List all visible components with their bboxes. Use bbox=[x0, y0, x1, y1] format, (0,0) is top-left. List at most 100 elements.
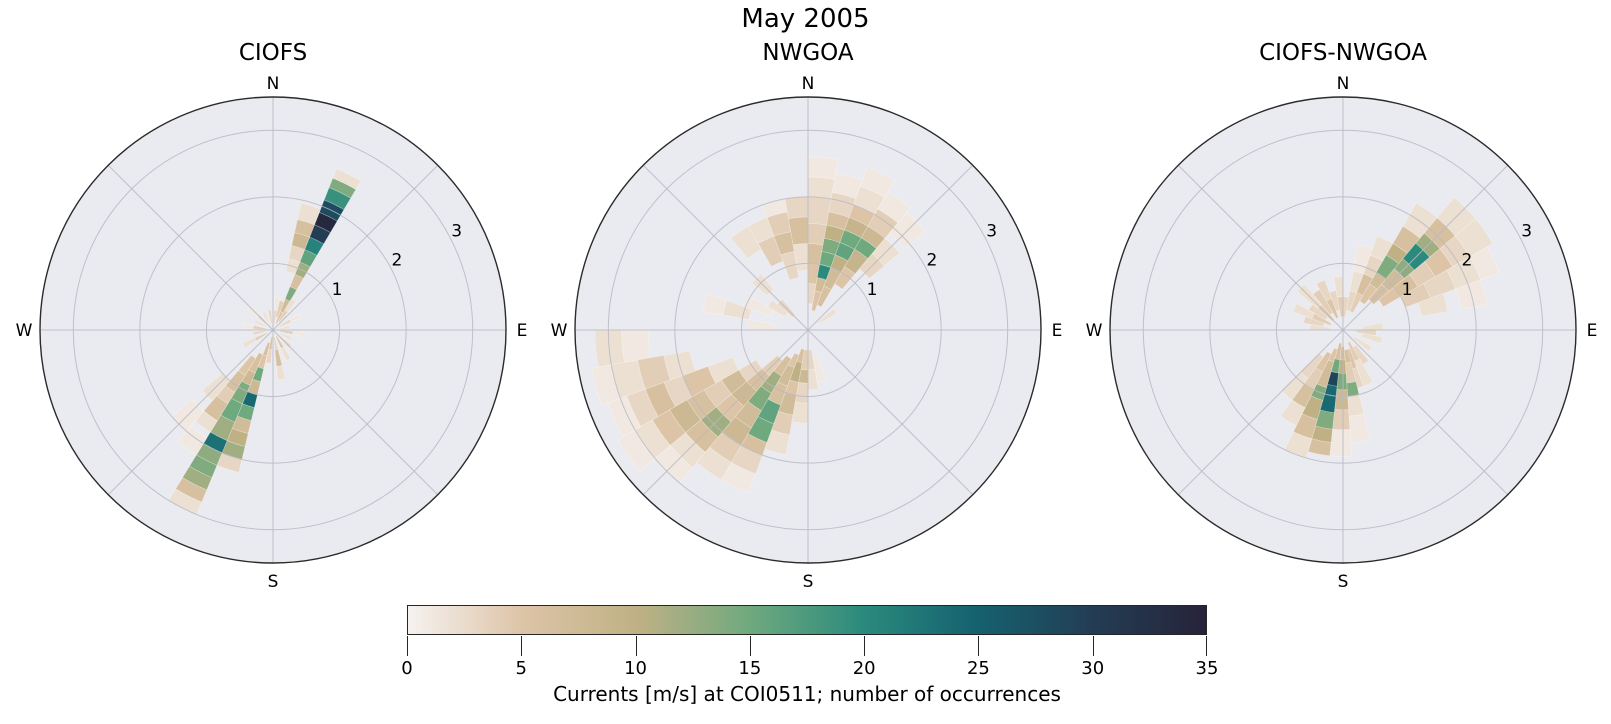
rose-cell bbox=[237, 354, 257, 376]
rose-cell bbox=[738, 359, 763, 382]
radial-tick-label: 2 bbox=[926, 251, 937, 271]
rose-cell bbox=[274, 348, 283, 367]
rose-cell bbox=[784, 196, 809, 219]
compass-label-west: W bbox=[16, 321, 33, 341]
rose-cell bbox=[278, 332, 292, 341]
plot-title-nwgoa: NWGOA bbox=[762, 40, 854, 66]
rose-cell bbox=[1392, 225, 1421, 254]
rose-cell bbox=[248, 352, 264, 374]
rose-cell bbox=[284, 298, 297, 313]
rose-cell bbox=[1423, 269, 1456, 299]
rose-cell bbox=[844, 248, 869, 275]
rose-cell bbox=[1328, 290, 1340, 312]
rose-cell bbox=[814, 277, 827, 293]
rose-cells bbox=[1279, 196, 1500, 459]
rose-cell bbox=[1332, 409, 1351, 431]
rose-cell bbox=[1329, 428, 1353, 457]
rose-cell bbox=[811, 290, 823, 312]
compass-label-north: N bbox=[1337, 74, 1350, 94]
grid-spoke bbox=[807, 164, 974, 331]
rose-cell bbox=[276, 365, 286, 381]
figure-title: May 2005 bbox=[741, 4, 870, 34]
rose-cell bbox=[730, 225, 762, 260]
rose-cell bbox=[787, 352, 800, 368]
rose-cell bbox=[309, 224, 331, 245]
radial-tick-label: 1 bbox=[1402, 280, 1413, 300]
rose-cell bbox=[594, 329, 625, 368]
polar-plot-ciofs: CIOFS 1 2 3 N E S W bbox=[13, 38, 533, 598]
rose-cell bbox=[703, 379, 732, 408]
polar-plot-ciofs-nwgoa: CIOFS-NWGOA 1 2 3 N E S W bbox=[1083, 38, 1603, 598]
compass-label-south: S bbox=[1338, 572, 1349, 588]
rose-cell bbox=[254, 332, 268, 342]
rose-cell bbox=[1359, 283, 1378, 305]
colorbar-tick-label: 0 bbox=[401, 658, 413, 679]
rose-cell bbox=[289, 273, 304, 291]
rose-cell bbox=[789, 360, 803, 383]
colorbar-tick-mark bbox=[635, 636, 637, 656]
radial-tick-label: 2 bbox=[1461, 251, 1472, 271]
rose-cell bbox=[289, 313, 301, 323]
polar-axes-ciofs-nwgoa: 1 2 3 N E S W bbox=[1083, 68, 1603, 592]
rose-cell bbox=[702, 293, 728, 316]
rose-cell bbox=[771, 410, 794, 436]
compass-label-south: S bbox=[268, 572, 279, 588]
rose-cell bbox=[323, 187, 352, 210]
polar-axes-ciofs: 1 2 3 N E S W bbox=[13, 68, 533, 592]
polar-grid bbox=[40, 97, 506, 563]
rose-cell bbox=[261, 311, 271, 325]
rose-cell bbox=[734, 400, 762, 429]
rose-cell bbox=[1424, 248, 1453, 278]
compass-label-north: N bbox=[802, 74, 815, 94]
rose-cell bbox=[242, 323, 254, 330]
rose-cell bbox=[288, 245, 306, 263]
rose-cell bbox=[1311, 425, 1333, 443]
radial-tick-label: 1 bbox=[867, 280, 878, 300]
colorbar-tick-mark bbox=[1206, 636, 1207, 656]
rose-cell bbox=[1334, 389, 1349, 411]
grid-spoke bbox=[1177, 329, 1344, 496]
rose-cell bbox=[332, 168, 362, 190]
rose-cell bbox=[1325, 298, 1339, 319]
radial-tick-label: 3 bbox=[986, 221, 997, 241]
rose-cell bbox=[773, 355, 792, 377]
rose-cell bbox=[225, 370, 246, 393]
rose-cell bbox=[1348, 413, 1371, 444]
polar-spine bbox=[1109, 96, 1577, 564]
colorbar-tick-label: 35 bbox=[1195, 658, 1219, 679]
rose-cell bbox=[1316, 359, 1335, 388]
polar-grid bbox=[1110, 97, 1576, 563]
rose-cell bbox=[265, 349, 273, 364]
colorbar: 0 5 10 15 20 25 30 35 Currents [m/s] at COI0511… bbox=[401, 605, 1218, 706]
rose-cell bbox=[766, 211, 792, 237]
colorbar-tick-label: 30 bbox=[1081, 658, 1105, 679]
rose-cell bbox=[747, 416, 775, 443]
rose-cell bbox=[1280, 371, 1309, 401]
colorbar-tick-mark bbox=[749, 636, 751, 656]
rose-cell bbox=[798, 368, 809, 384]
rose-cell bbox=[807, 156, 839, 180]
grid-spoke bbox=[272, 164, 439, 331]
grid-spoke bbox=[107, 164, 274, 331]
grid-spoke bbox=[642, 164, 809, 331]
radial-tick-label: 1 bbox=[332, 280, 343, 300]
rose-cell bbox=[669, 399, 702, 434]
rose-cell bbox=[175, 477, 208, 503]
rose-cell bbox=[1311, 312, 1332, 326]
rose-cell bbox=[304, 236, 325, 256]
rose-cell bbox=[644, 381, 676, 417]
radial-tick-label: 2 bbox=[391, 251, 402, 271]
rose-cell bbox=[626, 388, 659, 427]
rose-cell bbox=[1312, 289, 1334, 316]
compass-label-west: W bbox=[551, 321, 568, 341]
rose-cell bbox=[1402, 202, 1438, 239]
rose-cell bbox=[796, 348, 805, 364]
rose-cell bbox=[279, 325, 290, 330]
rose-cell bbox=[291, 232, 310, 250]
colorbar-tick-mark bbox=[521, 636, 523, 656]
grid-spoke bbox=[642, 329, 809, 496]
grid-spoke bbox=[107, 329, 274, 496]
rose-cell bbox=[275, 335, 285, 349]
rose-cell bbox=[834, 266, 856, 290]
rose-cell bbox=[1417, 293, 1449, 317]
